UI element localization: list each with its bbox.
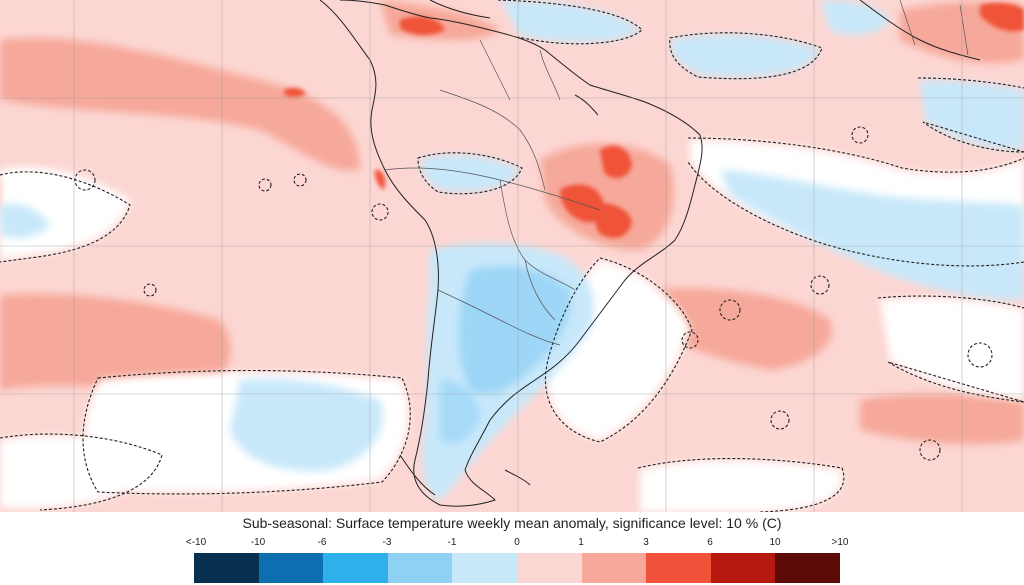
legend-swatch-2 bbox=[323, 553, 388, 583]
legend-swatch-8 bbox=[710, 553, 776, 583]
legend-tick: -3 bbox=[382, 537, 392, 548]
legend-tick: -10 bbox=[250, 537, 266, 548]
legend-colorbar bbox=[194, 553, 840, 583]
legend-tick: 0 bbox=[514, 537, 520, 548]
legend-swatch-9 bbox=[775, 553, 840, 583]
strong-cool-areas bbox=[440, 266, 571, 444]
warm-anomaly-areas bbox=[0, 0, 1024, 445]
legend-swatch-6 bbox=[581, 553, 647, 583]
anomaly-map bbox=[0, 0, 1024, 512]
legend-tick: -6 bbox=[317, 537, 327, 548]
legend-tick-labels: <-10 -10 -6 -3 -1 0 1 3 6 10 >10 bbox=[0, 537, 1024, 551]
legend-swatch-7 bbox=[646, 553, 711, 583]
legend-title: Sub-seasonal: Surface temperature weekly… bbox=[242, 515, 782, 531]
legend-swatch-5 bbox=[516, 553, 582, 583]
legend-tick: 1 bbox=[578, 537, 584, 548]
legend-swatch-1 bbox=[258, 553, 324, 583]
significance-contours bbox=[0, 0, 1024, 512]
coastlines bbox=[319, 0, 981, 507]
legend-swatch-4 bbox=[452, 553, 517, 583]
legend-tick: 6 bbox=[707, 537, 713, 548]
legend-tick: >10 bbox=[831, 537, 849, 548]
country-borders bbox=[384, 0, 969, 346]
graticule bbox=[0, 0, 1024, 512]
legend-tick: <-10 bbox=[185, 537, 207, 548]
legend-swatch-0 bbox=[194, 553, 259, 583]
legend-tick: 3 bbox=[643, 537, 649, 548]
strong-warm-areas bbox=[284, 2, 1024, 238]
legend-tick: 10 bbox=[769, 537, 781, 548]
legend-tick: -1 bbox=[447, 537, 457, 548]
legend-swatch-3 bbox=[387, 553, 453, 583]
map-canvas bbox=[0, 0, 1024, 512]
